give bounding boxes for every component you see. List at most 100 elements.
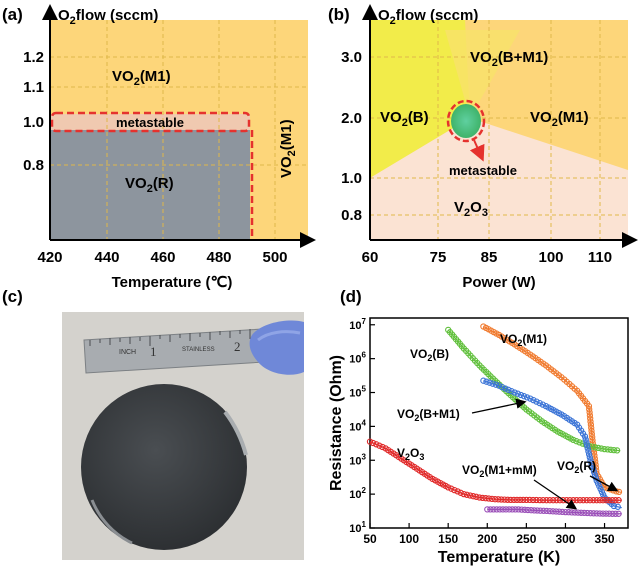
data-point bbox=[533, 496, 540, 504]
region-label-metastable: metastable bbox=[116, 115, 184, 130]
data-point bbox=[610, 446, 618, 454]
data-point bbox=[463, 491, 471, 498]
data-point bbox=[601, 445, 608, 453]
data-point bbox=[609, 510, 616, 517]
data-point bbox=[550, 497, 557, 504]
data-point bbox=[527, 507, 535, 514]
data-point bbox=[512, 506, 519, 513]
data-point bbox=[573, 438, 580, 445]
data-point bbox=[498, 496, 505, 503]
data-point bbox=[587, 457, 594, 464]
data-point bbox=[454, 488, 461, 495]
phase-region-v2o3 bbox=[370, 118, 628, 240]
y-tick-label: 3.0 bbox=[341, 49, 362, 66]
data-point bbox=[588, 427, 595, 435]
metastable-outline bbox=[446, 99, 486, 143]
data-point bbox=[593, 497, 600, 504]
data-point bbox=[516, 496, 524, 504]
data-point bbox=[584, 509, 591, 517]
data-point bbox=[588, 424, 595, 431]
x-tick-label: 50 bbox=[363, 532, 377, 546]
data-point bbox=[606, 510, 613, 517]
data-point bbox=[457, 489, 464, 496]
panel-b: (b) O2flow (sccm) 3.0 2.0 1.0 0.8 60 bbox=[328, 4, 638, 291]
data-point bbox=[501, 496, 508, 503]
y-tick-label: 2.0 bbox=[341, 110, 362, 127]
data-point bbox=[587, 510, 594, 517]
glove-highlight bbox=[257, 330, 301, 342]
data-point bbox=[587, 421, 595, 428]
data-point bbox=[526, 496, 533, 504]
panel-d: (d) 50 100 150 200 250 300 350 101 102 103 104 105 1… bbox=[328, 287, 629, 566]
data-point bbox=[590, 465, 597, 473]
data-point bbox=[498, 383, 506, 391]
data-point bbox=[574, 509, 582, 516]
x-tick-label: 85 bbox=[481, 249, 498, 266]
data-point bbox=[480, 377, 487, 384]
data-point bbox=[599, 510, 607, 517]
y-tick-label: 1.1 bbox=[23, 79, 44, 96]
data-point bbox=[583, 442, 591, 449]
data-point bbox=[581, 433, 589, 440]
data-point bbox=[612, 497, 619, 504]
wafer-edge-highlight bbox=[90, 499, 133, 545]
data-point bbox=[585, 402, 593, 410]
x-tick-label: 75 bbox=[430, 249, 447, 266]
y-tick-label: 106 bbox=[349, 351, 366, 366]
y-tick-label: 1.0 bbox=[341, 170, 362, 187]
data-point bbox=[369, 439, 377, 447]
data-point bbox=[604, 446, 611, 453]
data-point bbox=[586, 406, 593, 413]
data-point bbox=[591, 471, 599, 478]
data-point bbox=[583, 497, 590, 504]
ruler-ticks bbox=[89, 329, 251, 346]
data-point bbox=[492, 381, 500, 388]
region-label-m1-side: VO2(M1) bbox=[278, 119, 298, 178]
data-point bbox=[568, 509, 575, 516]
region-label-v2o3: V2O3 bbox=[454, 199, 488, 219]
data-point bbox=[577, 509, 585, 516]
data-point bbox=[537, 507, 544, 514]
panel-d-ticks: 50 100 150 200 250 300 350 101 102 103 104 105 106 10… bbox=[349, 317, 615, 546]
x-tick-label: 440 bbox=[94, 249, 119, 266]
data-point bbox=[546, 497, 553, 504]
data-point bbox=[570, 436, 577, 444]
y-tick-label: 0.8 bbox=[341, 207, 362, 224]
data-point bbox=[517, 391, 525, 399]
data-point bbox=[613, 447, 621, 454]
data-point bbox=[482, 495, 489, 502]
region-label-r: VO2(R) bbox=[125, 175, 174, 195]
panel-b-y-ticks: 3.0 2.0 1.0 0.8 bbox=[341, 49, 362, 224]
data-point bbox=[606, 497, 613, 504]
metastable-spot bbox=[451, 104, 481, 138]
data-point bbox=[592, 444, 599, 451]
panel-a-letter: (a) bbox=[2, 5, 23, 24]
data-point bbox=[376, 442, 383, 449]
region-label-m1: VO2(M1) bbox=[530, 109, 589, 129]
data-point bbox=[531, 507, 538, 514]
data-point bbox=[445, 484, 452, 491]
gloved-finger bbox=[249, 320, 304, 375]
data-point bbox=[588, 430, 595, 438]
data-point bbox=[589, 462, 596, 470]
metastable-arrow bbox=[469, 139, 485, 162]
series-label-m1mm: VO2(M1+mM) bbox=[462, 463, 537, 479]
y-tick-label: 102 bbox=[349, 486, 366, 501]
panel-a-x-label: Temperature (℃) bbox=[112, 274, 233, 291]
x-tick-label: 200 bbox=[477, 532, 497, 546]
data-point bbox=[536, 496, 543, 504]
y-tick-label: 101 bbox=[349, 520, 366, 535]
data-point bbox=[589, 433, 596, 441]
panel-a-y-ticks: 1.2 1.1 1.0 0.8 bbox=[23, 49, 44, 174]
data-point bbox=[587, 415, 594, 422]
data-point bbox=[499, 506, 507, 513]
data-point bbox=[562, 508, 569, 516]
series-label-v2o3: V2O3 bbox=[397, 446, 424, 462]
data-point bbox=[614, 503, 621, 510]
annotation-label-r: VO2(R) bbox=[557, 459, 596, 475]
data-point bbox=[505, 386, 512, 393]
data-point bbox=[553, 497, 560, 504]
panel-d-series bbox=[366, 323, 623, 517]
x-tick-label: 420 bbox=[37, 249, 62, 266]
data-point bbox=[602, 497, 610, 504]
